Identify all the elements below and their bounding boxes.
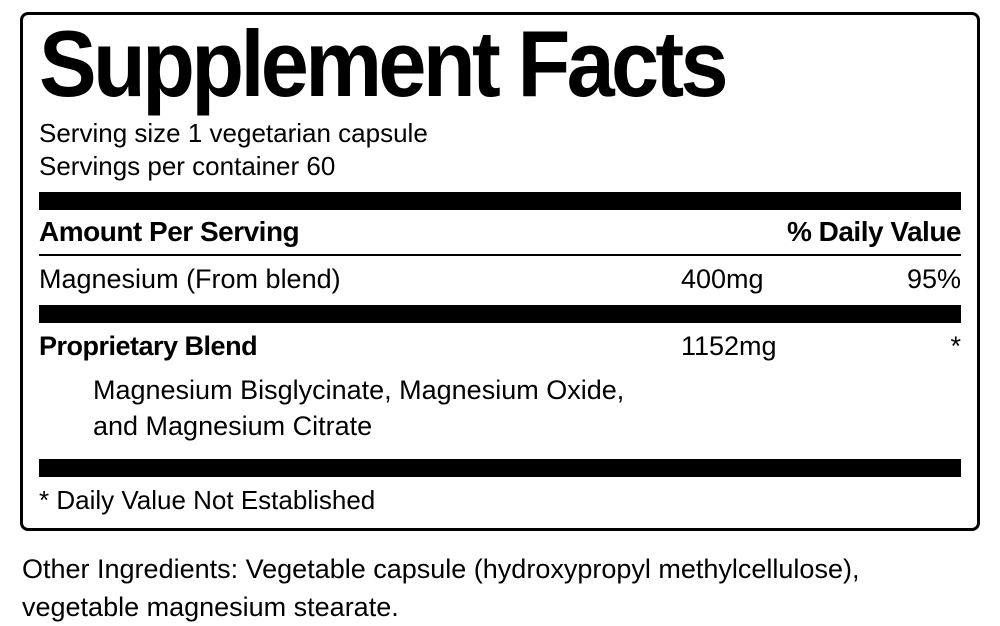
blend-sub-line: and Magnesium Citrate [93, 408, 961, 444]
blend-row: Proprietary Blend 1152mg * [39, 323, 961, 372]
supplement-facts-panel: Supplement Facts Serving size 1 vegetari… [20, 12, 980, 531]
other-line: vegetable magnesium stearate. [22, 589, 978, 626]
divider-bar [39, 192, 961, 210]
other-line: Other Ingredients: Vegetable capsule (hy… [22, 551, 978, 589]
panel-title: Supplement Facts [39, 15, 887, 111]
ingredient-row: Magnesium (From blend) 400mg 95% [39, 256, 961, 305]
header-dv: % Daily Value [731, 216, 961, 248]
divider-bar [39, 459, 961, 477]
blend-sub-line: Magnesium Bisglycinate, Magnesium Oxide, [93, 372, 961, 408]
serving-size: Serving size 1 vegetarian capsule [39, 117, 961, 150]
dv-footnote: * Daily Value Not Established [39, 477, 961, 520]
blend-ingredients: Magnesium Bisglycinate, Magnesium Oxide,… [39, 372, 961, 459]
blend-amount: 1152mg [681, 331, 851, 362]
ingredient-name: Magnesium (From blend) [39, 264, 681, 295]
serving-info: Serving size 1 vegetarian capsule Servin… [39, 111, 961, 192]
table-header: Amount Per Serving % Daily Value [39, 210, 961, 254]
ingredient-amount: 400mg [681, 264, 851, 295]
divider-bar [39, 305, 961, 323]
servings-per-container: Servings per container 60 [39, 150, 961, 183]
ingredient-dv: 95% [851, 264, 961, 295]
blend-dv: * [851, 331, 961, 362]
blend-name: Proprietary Blend [39, 331, 681, 362]
header-amount: Amount Per Serving [39, 216, 731, 248]
